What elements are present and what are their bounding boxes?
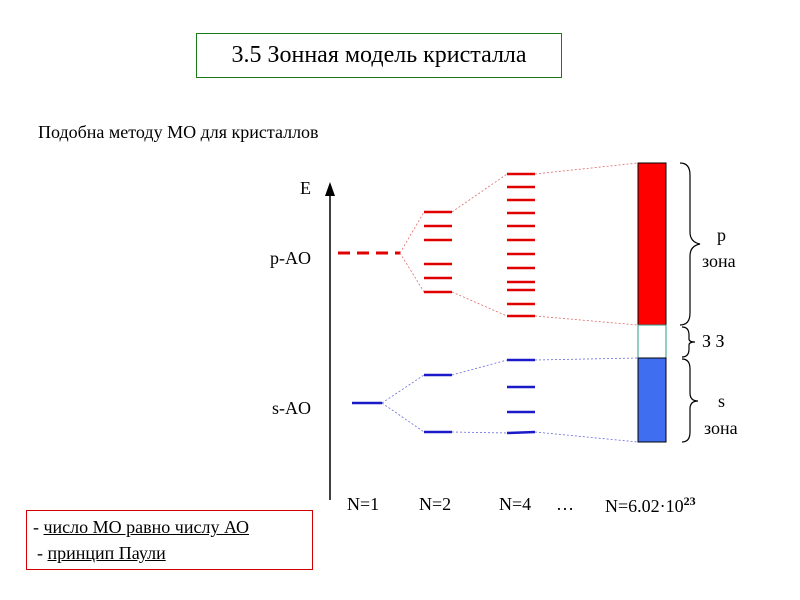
note-2-text: принцип Паули xyxy=(47,543,166,563)
p-connectors-2-4 xyxy=(451,173,508,317)
s-band-label-2: зона xyxy=(704,418,738,438)
energy-axis-label: E xyxy=(300,178,311,198)
column-label-n1: N=1 xyxy=(347,494,380,514)
s-levels-n4 xyxy=(506,358,536,435)
gap-band xyxy=(637,324,667,359)
p-band-label-2: зона xyxy=(702,251,736,271)
s-ao-label: s-AO xyxy=(272,398,311,418)
notes-box: - число МО равно числу АО - принцип Паул… xyxy=(26,510,313,570)
s-connectors-2-4 xyxy=(451,359,508,434)
note-1-text: число МО равно числу АО xyxy=(43,517,250,537)
s-band xyxy=(637,357,667,443)
note-1: - число МО равно числу АО xyxy=(33,517,249,538)
note-2-dash: - xyxy=(37,543,48,563)
p-band xyxy=(637,162,667,326)
column-label-n2: N=2 xyxy=(419,494,452,514)
p-ao-label: p-AO xyxy=(270,248,311,268)
page-title: 3.5 Зонная модель кристалла xyxy=(196,33,562,78)
gap-label: З З xyxy=(702,331,725,351)
p-levels-n4 xyxy=(507,172,535,318)
note-1-dash: - xyxy=(33,517,44,537)
energy-axis-arrow-icon xyxy=(325,182,335,196)
column-label-nlarge: N=6.02·1023 xyxy=(605,494,696,517)
p-band-label-1: p xyxy=(717,225,726,245)
column-label-n4: N=4 xyxy=(499,494,532,514)
s-band-brace xyxy=(681,358,699,443)
note-2: - принцип Паули xyxy=(37,543,166,564)
s-connectors-1-2 xyxy=(381,374,425,433)
s-connectors-4-band xyxy=(534,357,639,443)
p-band-brace xyxy=(679,162,701,326)
column-label-ellipsis: … xyxy=(556,494,574,514)
s-band-label-1: s xyxy=(718,391,726,411)
s-level xyxy=(506,430,536,435)
s-levels-n2 xyxy=(424,373,452,434)
nlarge-exponent: 23 xyxy=(683,494,696,508)
p-connectors-4-band xyxy=(534,162,639,326)
subtitle: Подобна методу МО для кристаллов xyxy=(38,122,319,142)
nlarge-base: N=6.02·10 xyxy=(605,496,684,516)
p-levels-n2 xyxy=(424,210,452,294)
gap-brace xyxy=(681,326,696,358)
p-connectors-1-2 xyxy=(399,211,425,293)
